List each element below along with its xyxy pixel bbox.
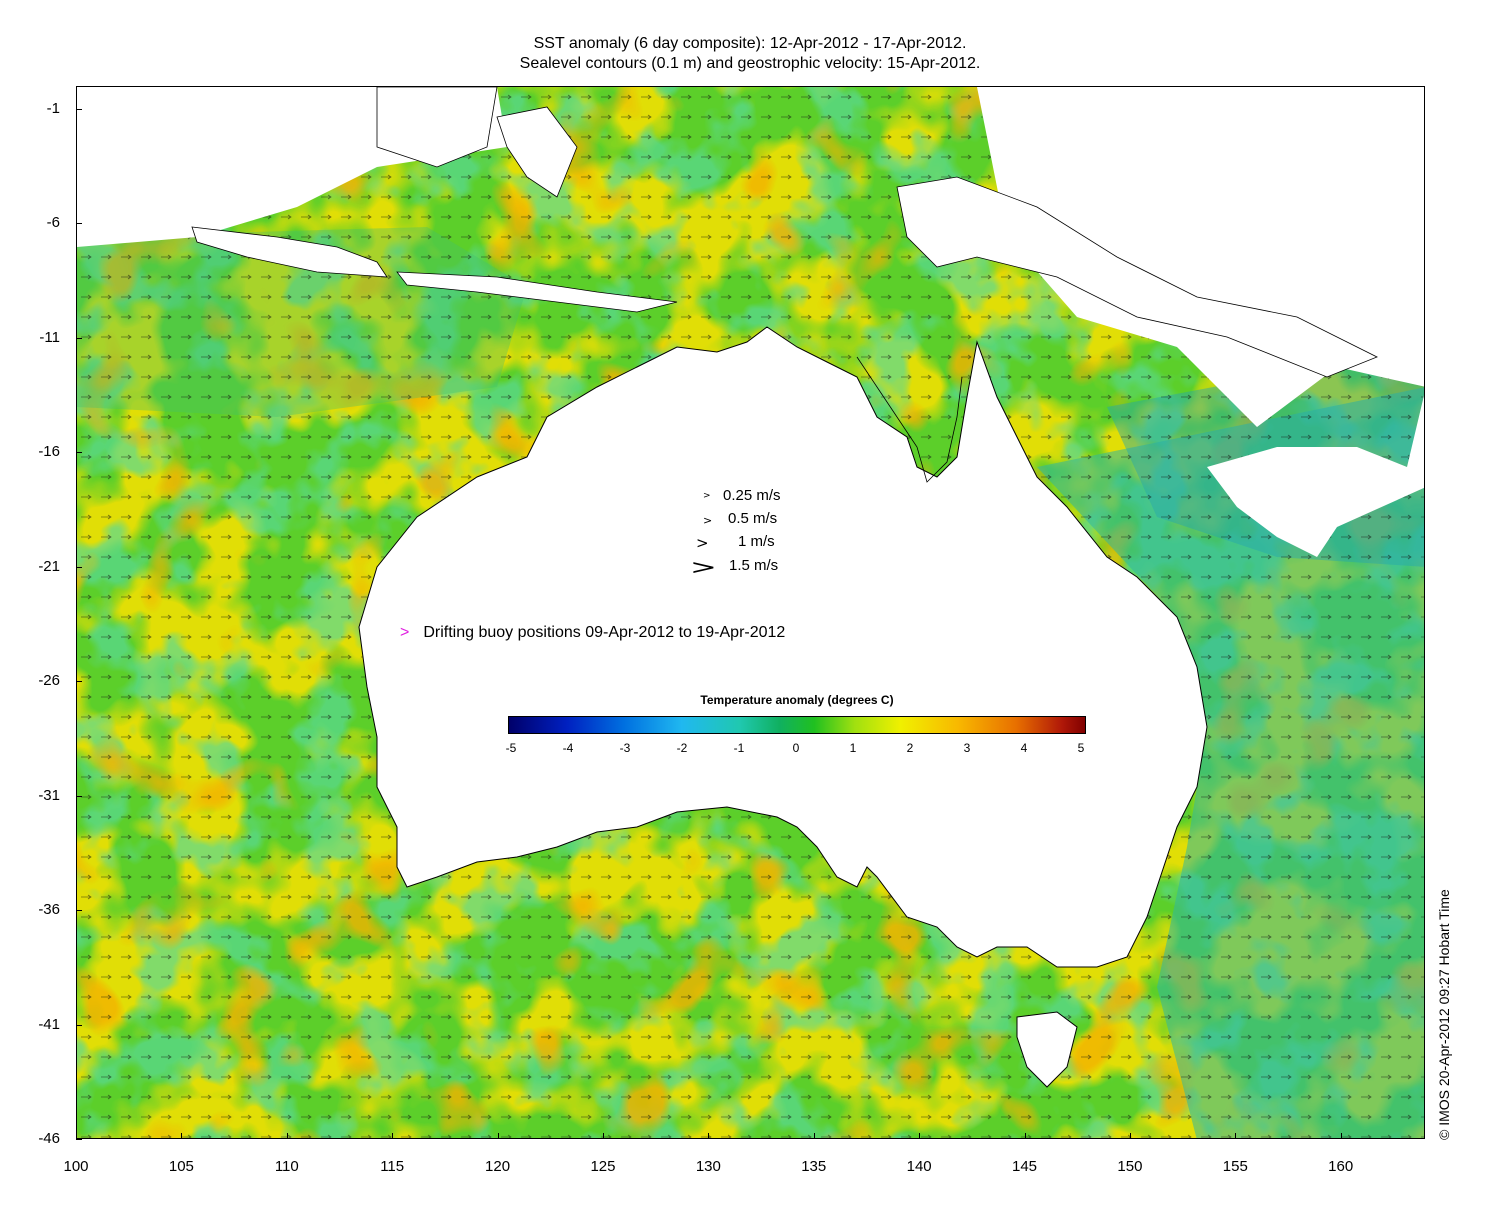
x-tick-label: 115	[380, 1158, 405, 1175]
y-tick-label: -41	[38, 1015, 60, 1033]
velocity-legend-label: 1 m/s	[738, 533, 775, 550]
x-tick-mark	[813, 1133, 815, 1139]
y-tick-label: -36	[38, 901, 60, 919]
colorbar-title: Temperature anomaly (degrees C)	[700, 693, 894, 707]
x-tick-mark	[1024, 1133, 1026, 1139]
velocity-arrow-icon: >	[690, 555, 717, 579]
colorbar-tick-label: -4	[562, 741, 574, 755]
x-tick-mark	[497, 1133, 499, 1139]
map-canvas	[77, 87, 1424, 1138]
y-tick-label: -21	[38, 557, 60, 575]
buoy-marker-icon: >	[400, 624, 410, 641]
y-tick-mark	[76, 337, 82, 339]
x-tick-mark	[286, 1133, 288, 1139]
x-tick-label: 100	[63, 1158, 89, 1175]
x-tick-mark	[919, 1133, 921, 1139]
colorbar-tick-label: 5	[1077, 741, 1085, 755]
y-tick-mark	[76, 910, 82, 912]
land-australia	[358, 326, 1208, 968]
x-tick-label: 150	[1117, 1158, 1143, 1175]
x-tick-mark	[602, 1133, 604, 1139]
land-sulawesi	[496, 106, 578, 198]
x-tick-mark	[76, 1133, 77, 1139]
x-tick-label: 145	[1012, 1158, 1038, 1175]
colorbar	[508, 716, 1086, 734]
velocity-legend-label: 0.25 m/s	[723, 487, 781, 504]
x-tick-label: 125	[590, 1158, 616, 1175]
y-tick-mark	[76, 681, 82, 683]
buoy-legend-label: Drifting buoy positions 09-Apr-2012 to 1…	[423, 624, 786, 641]
land-cape-york-gulf	[856, 356, 963, 483]
y-tick-mark	[76, 452, 82, 454]
y-tick-mark	[76, 795, 82, 797]
colorbar-tick-label: 1	[849, 741, 857, 755]
cloud-gap-coral-sea	[1207, 395, 1424, 557]
colorbar-tick-label: -3	[619, 741, 631, 755]
colorbar-tick-label: 0	[792, 741, 800, 755]
x-tick-label: 155	[1222, 1158, 1248, 1175]
x-tick-label: 160	[1328, 1158, 1354, 1175]
y-tick-mark	[76, 1024, 82, 1026]
land-new-guinea	[896, 176, 1378, 378]
y-tick-label: -16	[38, 443, 60, 461]
y-tick-label: -11	[39, 328, 60, 346]
velocity-arrow-icon: >	[696, 534, 709, 552]
y-tick-mark	[76, 566, 82, 568]
x-tick-mark	[181, 1133, 183, 1139]
velocity-legend-label: 1.5 m/s	[729, 557, 779, 574]
colorbar-tick-label: -2	[676, 741, 688, 755]
x-tick-label: 140	[906, 1158, 932, 1175]
x-tick-label: 130	[695, 1158, 721, 1175]
y-tick-mark	[76, 108, 82, 110]
velocity-arrow-icon: >	[703, 491, 711, 501]
velocity-legend-label: 0.5 m/s	[728, 510, 778, 527]
colorbar-tick-label: -1	[733, 741, 745, 755]
x-tick-mark	[1129, 1133, 1131, 1139]
colorbar-tick-label: -5	[505, 741, 517, 755]
y-tick-label: -1	[46, 99, 60, 117]
y-tick-label: -6	[46, 214, 60, 232]
x-tick-mark	[708, 1133, 710, 1139]
y-tick-label: -46	[38, 1130, 60, 1147]
y-tick-mark	[76, 223, 82, 225]
y-tick-label: -26	[38, 672, 60, 690]
y-tick-mark	[76, 1139, 82, 1140]
colorbar-tick-label: 2	[906, 741, 914, 755]
land-tasmania	[1016, 1011, 1078, 1088]
colorbar-tick-label: 4	[1020, 741, 1028, 755]
y-tick-label: -31	[38, 786, 60, 804]
x-tick-label: 110	[274, 1158, 299, 1175]
x-tick-mark	[1235, 1133, 1237, 1139]
chart-title-line1: SST anomaly (6 day composite): 12-Apr-20…	[533, 35, 967, 52]
velocity-arrow-icon: >	[703, 514, 713, 527]
land-lesser-sunda	[396, 271, 678, 313]
sst-anomaly-map	[76, 86, 1425, 1139]
land-java	[191, 226, 388, 278]
land-borneo	[376, 87, 498, 168]
colorbar-tick-label: 3	[963, 741, 971, 755]
x-tick-mark	[1340, 1133, 1342, 1139]
x-tick-label: 120	[485, 1158, 511, 1175]
x-tick-label: 105	[168, 1158, 194, 1175]
copyright-note: © IMOS 20-Apr-2012 09:27 Hobart Time	[1436, 889, 1452, 1140]
buoy-legend: > Drifting buoy positions 09-Apr-2012 to …	[400, 624, 785, 642]
x-tick-label: 135	[801, 1158, 827, 1175]
x-tick-mark	[392, 1133, 394, 1139]
chart-title-line2: Sealevel contours (0.1 m) and geostrophi…	[519, 55, 981, 72]
